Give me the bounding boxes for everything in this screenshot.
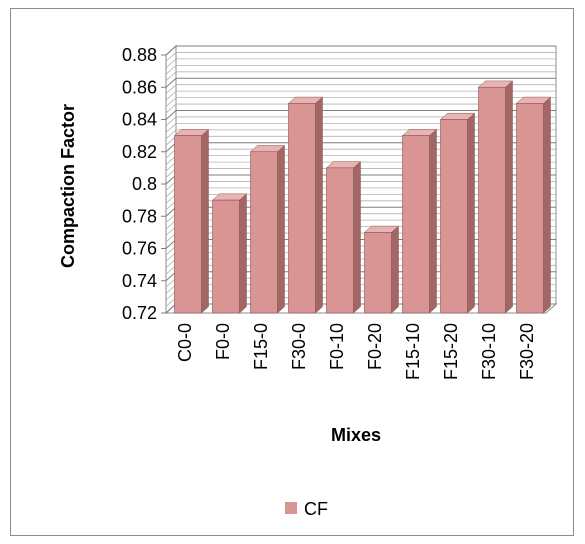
gridline-major xyxy=(165,45,556,56)
bar-front xyxy=(326,167,354,314)
x-tick-label: F15-10 xyxy=(403,323,423,380)
bar-side xyxy=(543,96,551,314)
x-tick-label: F30-20 xyxy=(517,323,537,380)
bar xyxy=(173,128,210,314)
y-tick-label: 0.82 xyxy=(122,142,157,162)
bar-front xyxy=(288,103,316,314)
x-tick-label: F0-20 xyxy=(365,323,385,370)
y-axis-ticks: 0.72 0.74 0.76 0.78 0.8 0.82 0.84 0.86 0.88 xyxy=(122,45,166,323)
bar xyxy=(287,96,324,314)
x-tick-label: F30-10 xyxy=(479,323,499,380)
y-tick-label: 0.76 xyxy=(122,239,157,259)
bar-front xyxy=(364,232,392,314)
bar-side xyxy=(505,80,513,314)
bar-front xyxy=(440,119,468,314)
y-axis-title: Compaction Factor xyxy=(58,104,78,268)
y-tick-label: 0.86 xyxy=(122,77,157,97)
y-tick-label: 0.74 xyxy=(122,271,157,291)
bar-front xyxy=(402,135,430,314)
bar-front xyxy=(212,199,240,314)
bar xyxy=(401,128,438,314)
x-tick-label: F30-0 xyxy=(289,323,309,370)
gridline-minor xyxy=(165,84,556,94)
bar-side xyxy=(467,112,475,314)
y-tick-label: 0.72 xyxy=(122,303,157,323)
bar-side xyxy=(201,128,209,314)
bar-side xyxy=(391,225,399,314)
bar xyxy=(477,80,514,314)
gridline-minor xyxy=(165,52,556,62)
bar xyxy=(439,112,476,314)
gridline-minor xyxy=(165,90,556,101)
x-axis-title: Mixes xyxy=(331,425,381,445)
gridline-major xyxy=(165,110,556,120)
bar-front xyxy=(478,86,506,314)
gridline-minor xyxy=(165,103,556,114)
x-axis-ticks: C0-0 F0-0 F15-0 F30-0 F0-10 F0-20 F15-10 F15-20… xyxy=(175,323,537,380)
bar-side xyxy=(429,128,437,314)
bars xyxy=(173,80,552,314)
y-tick-label: 0.84 xyxy=(122,110,157,130)
bar-side xyxy=(239,193,247,314)
bar xyxy=(211,193,248,314)
gridline-minor xyxy=(165,64,556,75)
x-tick-label: F0-10 xyxy=(327,323,347,370)
bar xyxy=(363,225,400,314)
gridline-major xyxy=(165,77,556,88)
x-tick-label: C0-0 xyxy=(175,323,195,362)
gridline-minor xyxy=(165,97,556,107)
y-tick-label: 0.78 xyxy=(122,206,157,226)
bar xyxy=(249,144,286,314)
bar-side xyxy=(353,161,361,314)
x-tick-label: F0-0 xyxy=(213,323,233,360)
gridline-minor xyxy=(165,116,556,127)
x-tick-label: F15-20 xyxy=(441,323,461,380)
y-tick-label: 0.8 xyxy=(132,174,157,194)
bar-side xyxy=(315,96,323,314)
gridline-minor xyxy=(165,71,556,82)
bar xyxy=(325,161,362,314)
gridline-minor xyxy=(165,58,556,69)
legend-swatch xyxy=(285,502,297,514)
bar-front xyxy=(174,135,202,314)
y-tick-label: 0.88 xyxy=(122,45,157,65)
legend: CF xyxy=(285,499,328,519)
bar-front xyxy=(250,151,278,314)
x-tick-label: F15-0 xyxy=(251,323,271,370)
legend-label: CF xyxy=(304,499,328,519)
bar xyxy=(515,96,552,314)
gridline-minor xyxy=(165,123,556,133)
bar-front xyxy=(516,103,544,314)
bar-side xyxy=(277,144,285,314)
